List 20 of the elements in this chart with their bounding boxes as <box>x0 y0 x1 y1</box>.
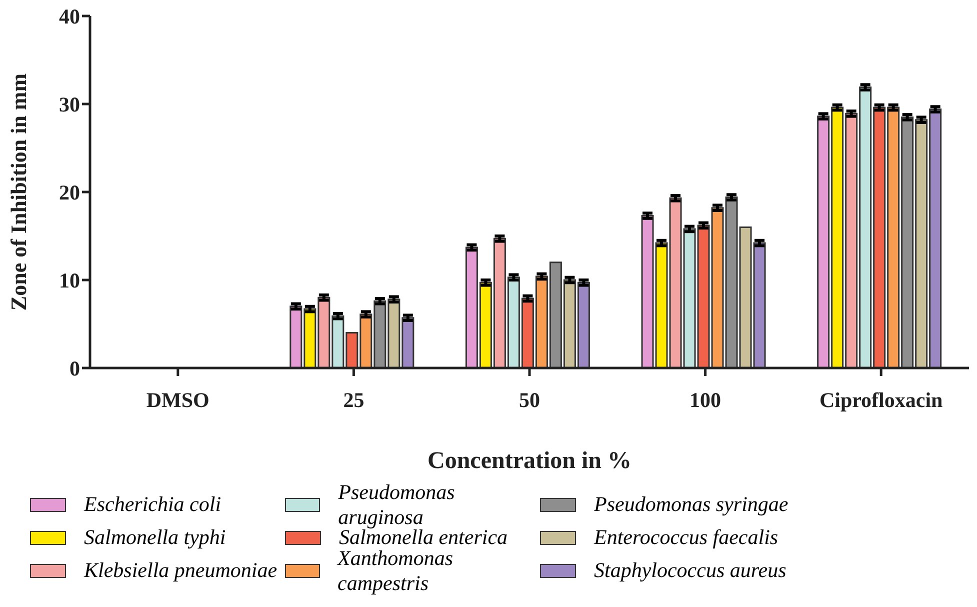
legend-label: Salmonella typhi <box>84 525 226 550</box>
y-tick-label: 30 <box>59 92 80 116</box>
x-tick-label: DMSO <box>146 388 210 412</box>
x-tick-label: 50 <box>519 388 540 412</box>
y-axis-title: Zone of Inhibition in mm <box>6 73 31 311</box>
x-tick-label: 100 <box>690 388 722 412</box>
y-tick-label: 10 <box>59 268 80 292</box>
legend-label: Escherichia coli <box>84 492 222 517</box>
x-tick-label: Ciprofloxacin <box>819 388 944 412</box>
legend-label: Pseudomonas syringae <box>594 492 788 517</box>
legend-label: Pseudomonas aruginosa <box>338 480 456 529</box>
legend-label: Xanthomonas campestris <box>338 546 454 596</box>
legend-label: Enterococcus faecalis <box>594 525 778 550</box>
y-tick-label: 40 <box>59 4 80 28</box>
x-axis-title: Concentration in % <box>428 448 632 474</box>
legend-label: Klebsiella pneumoniae <box>84 558 278 583</box>
x-tick-label: 25 <box>343 388 364 412</box>
y-tick-label: 20 <box>59 180 80 204</box>
legend-label: Staphylococcus aureus <box>594 558 786 583</box>
y-tick-label: 0 <box>70 356 80 380</box>
